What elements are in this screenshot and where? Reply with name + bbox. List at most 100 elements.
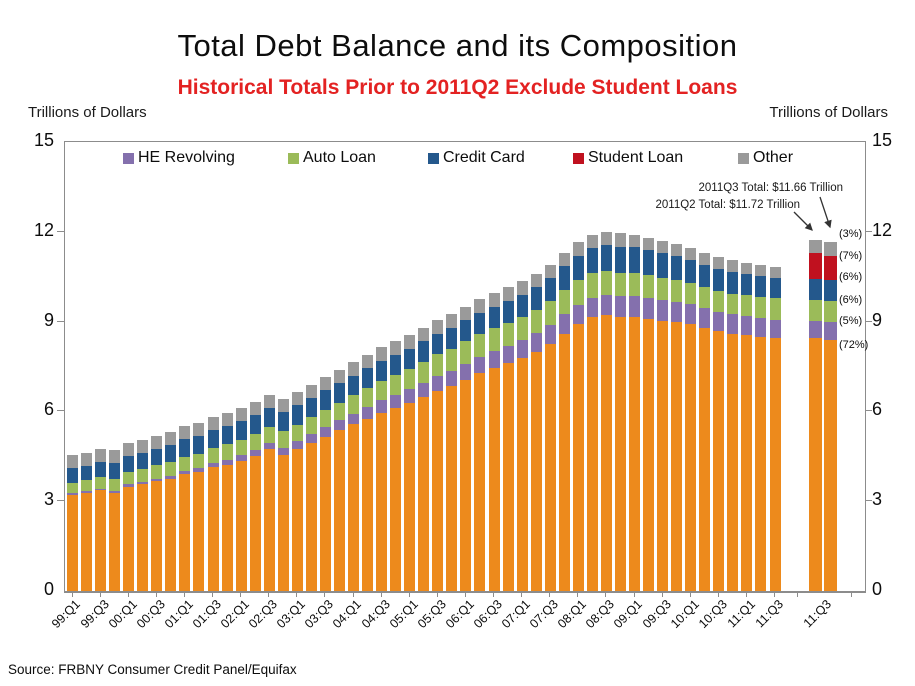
bar-segment-he-revolving xyxy=(460,363,472,380)
bar-segment-auto-loan xyxy=(657,277,669,300)
bar-segment-mortgage xyxy=(824,339,837,591)
bar-segment-credit-card xyxy=(193,436,205,454)
bar-segment-he-revolving xyxy=(713,311,725,332)
bar-segment-other xyxy=(614,233,626,247)
x-tick-label-special: 11:Q3 xyxy=(800,597,834,631)
bar-segment-other xyxy=(824,242,837,256)
bar-00:Q3 xyxy=(151,435,163,591)
x-tick-mark xyxy=(633,592,635,597)
bar-segment-he-revolving xyxy=(109,491,121,493)
bar-segment-auto-loan xyxy=(390,374,402,395)
bar-segment-credit-card xyxy=(488,306,500,329)
bar-segment-mortgage xyxy=(151,481,163,591)
bar-segment-other xyxy=(221,412,233,426)
legend-item-other: Other xyxy=(738,149,793,167)
bar-segment-credit-card xyxy=(165,445,177,463)
bar-00:Q1 xyxy=(123,443,135,591)
bar-segment-mortgage xyxy=(727,333,739,591)
bar-segment-he-revolving xyxy=(544,325,556,344)
x-tick-label: 99:Q1 xyxy=(49,597,84,631)
bar-segment-auto-loan xyxy=(474,333,486,357)
bar-segment-auto-loan xyxy=(600,271,612,295)
bar-11:Q2 xyxy=(755,265,767,591)
bar-segment-auto-loan xyxy=(109,478,121,492)
bar-segment-auto-loan xyxy=(741,295,753,316)
bar-segment-he-revolving xyxy=(348,413,359,425)
x-tick-label: 06:Q3 xyxy=(470,597,505,631)
bar-segment-credit-card xyxy=(600,245,612,272)
x-tick-label: 08:Q1 xyxy=(555,597,590,631)
bar-segment-mortgage xyxy=(81,492,93,591)
bar-segment-he-revolving xyxy=(572,304,584,324)
y-tick-mark xyxy=(57,500,64,502)
bar-segment-credit-card xyxy=(109,463,121,479)
axis-unit-left: Trillions of Dollars xyxy=(28,104,147,121)
bar-segment-credit-card xyxy=(291,405,303,425)
bar-segment-mortgage xyxy=(586,317,598,591)
bar-segment-he-revolving xyxy=(671,301,683,323)
bar-segment-mortgage xyxy=(460,379,472,591)
x-tick-label: 05:Q1 xyxy=(386,597,421,631)
y-tick-mark xyxy=(865,410,872,412)
bar-segment-other xyxy=(755,265,767,277)
bar-segment-other xyxy=(319,377,331,391)
bar-segment-credit-card xyxy=(446,327,458,349)
bar-segment-other xyxy=(530,273,542,288)
bar-segment-other xyxy=(502,287,514,301)
bar-segment-other xyxy=(769,266,781,278)
bar-segment-other xyxy=(600,231,612,246)
x-tick-mark xyxy=(324,592,326,597)
x-tick-label: 07:Q1 xyxy=(499,597,534,631)
bar-segment-mortgage xyxy=(643,318,655,591)
y-tick-mark xyxy=(57,320,64,322)
legend-label: Student Loan xyxy=(588,149,684,166)
bar-segment-other xyxy=(165,432,177,446)
bar-segment-he-revolving xyxy=(137,482,149,485)
bar-segment-auto-loan xyxy=(305,417,317,435)
bar-segment-he-revolving xyxy=(586,297,598,318)
x-tick-mark xyxy=(352,592,354,597)
legend-item-he-revolving: HE Revolving xyxy=(123,149,235,167)
x-tick-label: 08:Q3 xyxy=(583,597,618,631)
bar-segment-other xyxy=(713,257,725,270)
bar-segment-credit-card xyxy=(376,360,388,381)
bar-05:Q1 xyxy=(404,335,416,591)
bar-segment-mortgage xyxy=(614,316,626,591)
bar-segment-he-revolving xyxy=(277,447,289,455)
bar-segment-mortgage xyxy=(657,320,669,591)
bar-segment-other xyxy=(305,384,317,398)
axis-unit-right: Trillions of Dollars xyxy=(769,104,888,121)
bar-segment-he-revolving xyxy=(193,468,205,472)
bar-segment-auto-loan xyxy=(137,468,149,483)
bar-segment-other xyxy=(390,341,402,355)
bar-segment-auto-loan xyxy=(755,297,767,319)
y-tick-label-right: 3 xyxy=(872,489,883,510)
bar-segment-auto-loan xyxy=(809,300,822,321)
bar-segment-other xyxy=(586,234,598,249)
bar-segment-mortgage xyxy=(362,418,374,591)
plot-area: HE Revolving Auto Loan Credit Card Student … xyxy=(64,141,868,593)
bar-segment-other xyxy=(207,417,219,431)
bar-segment-auto-loan xyxy=(81,480,93,492)
bar-segment-auto-loan xyxy=(614,272,626,297)
bar-segment-credit-card xyxy=(277,412,289,432)
bar-11:Q3 xyxy=(769,266,781,591)
x-tick-mark xyxy=(797,592,798,597)
bar-segment-he-revolving xyxy=(755,318,767,337)
x-tick-mark xyxy=(296,592,298,597)
bar-07:Q4 xyxy=(558,252,570,591)
y-tick-mark xyxy=(57,230,64,232)
bar-segment-he-revolving xyxy=(474,356,486,374)
y-tick-label-left: 3 xyxy=(43,489,54,510)
bar-segment-credit-card xyxy=(123,456,135,472)
y-tick-label-right: 9 xyxy=(872,309,883,330)
bar-segment-mortgage xyxy=(699,327,711,591)
bar-segment-he-revolving xyxy=(151,478,163,482)
bar-segment-auto-loan xyxy=(516,316,528,340)
bar-segment-other xyxy=(657,240,669,254)
x-tick-mark xyxy=(774,592,775,597)
bar-segment-credit-card xyxy=(629,247,640,273)
bar-segment-he-revolving xyxy=(376,400,388,413)
bar-segment-auto-loan xyxy=(713,291,725,312)
chart-title: Total Debt Balance and its Composition xyxy=(177,28,738,63)
